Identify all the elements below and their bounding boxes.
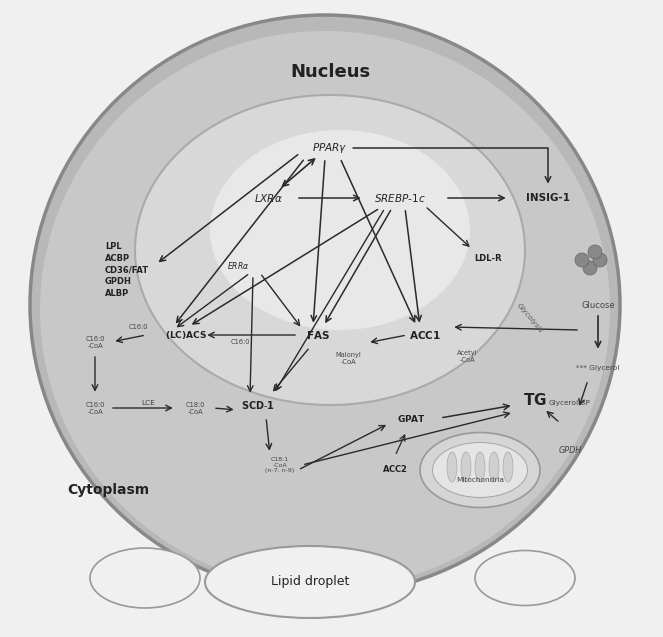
Text: LPL
ACBP
CD36/FAT
GPDH
ALBP: LPL ACBP CD36/FAT GPDH ALBP: [105, 242, 149, 298]
Text: $LXR\alpha$: $LXR\alpha$: [254, 192, 282, 204]
Text: Lipid droplet: Lipid droplet: [271, 575, 349, 589]
Text: $\bf{TG}$: $\bf{TG}$: [523, 392, 547, 408]
Ellipse shape: [30, 15, 620, 595]
Ellipse shape: [461, 452, 471, 482]
Ellipse shape: [489, 452, 499, 482]
Text: C16:0: C16:0: [128, 324, 148, 330]
Text: Glycolysis: Glycolysis: [516, 302, 544, 334]
Ellipse shape: [447, 452, 457, 482]
Text: Malonyl
-CoA: Malonyl -CoA: [335, 352, 361, 364]
Text: LDL-R: LDL-R: [474, 254, 502, 262]
Ellipse shape: [205, 546, 415, 618]
Text: C16:0
-CoA: C16:0 -CoA: [86, 336, 105, 348]
Ellipse shape: [432, 443, 528, 497]
Text: *** Glycerol: *** Glycerol: [576, 365, 620, 371]
Ellipse shape: [503, 452, 513, 482]
Text: $\bf{GPAT}$: $\bf{GPAT}$: [397, 413, 426, 424]
Text: $SREBP$-$1c$: $SREBP$-$1c$: [374, 192, 426, 204]
Text: Glycerol-3P: Glycerol-3P: [549, 400, 591, 406]
Ellipse shape: [583, 261, 597, 275]
Ellipse shape: [475, 550, 575, 606]
Ellipse shape: [588, 245, 602, 259]
Text: GPDH: GPDH: [558, 445, 581, 455]
Text: $\bf{ACC2}$: $\bf{ACC2}$: [382, 462, 408, 473]
Text: $\bf{FAS}$: $\bf{FAS}$: [306, 329, 330, 341]
Ellipse shape: [90, 548, 200, 608]
Text: Acetyl
-CoA: Acetyl -CoA: [457, 350, 477, 362]
Ellipse shape: [575, 253, 589, 267]
Ellipse shape: [593, 253, 607, 267]
Text: $\bf{ACC1}$: $\bf{ACC1}$: [409, 329, 441, 341]
Ellipse shape: [40, 31, 610, 589]
Text: Glucose: Glucose: [581, 301, 615, 310]
Text: C18:0
-CoA: C18:0 -CoA: [185, 401, 205, 415]
Text: Cytoplasm: Cytoplasm: [67, 483, 149, 497]
Text: C16:0
-CoA: C16:0 -CoA: [86, 401, 105, 415]
Text: C16:0: C16:0: [230, 339, 250, 345]
Text: Mitochondria: Mitochondria: [456, 477, 504, 483]
Text: INSIG-1: INSIG-1: [526, 193, 570, 203]
Ellipse shape: [210, 130, 470, 330]
Text: Nucleus: Nucleus: [290, 63, 370, 81]
Text: $PPAR\gamma$: $PPAR\gamma$: [312, 141, 347, 155]
Ellipse shape: [475, 452, 485, 482]
Text: $\bf{(LC)ACS}$: $\bf{(LC)ACS}$: [165, 329, 207, 341]
Text: $\bf{SCD}$-$\bf{1}$: $\bf{SCD}$-$\bf{1}$: [241, 399, 275, 411]
Text: C18:1
-CoA
(n-7, n-9): C18:1 -CoA (n-7, n-9): [265, 457, 294, 473]
Text: LCE: LCE: [141, 400, 155, 406]
Text: $ERR\alpha$: $ERR\alpha$: [227, 259, 249, 271]
Ellipse shape: [420, 433, 540, 508]
Ellipse shape: [135, 95, 525, 405]
